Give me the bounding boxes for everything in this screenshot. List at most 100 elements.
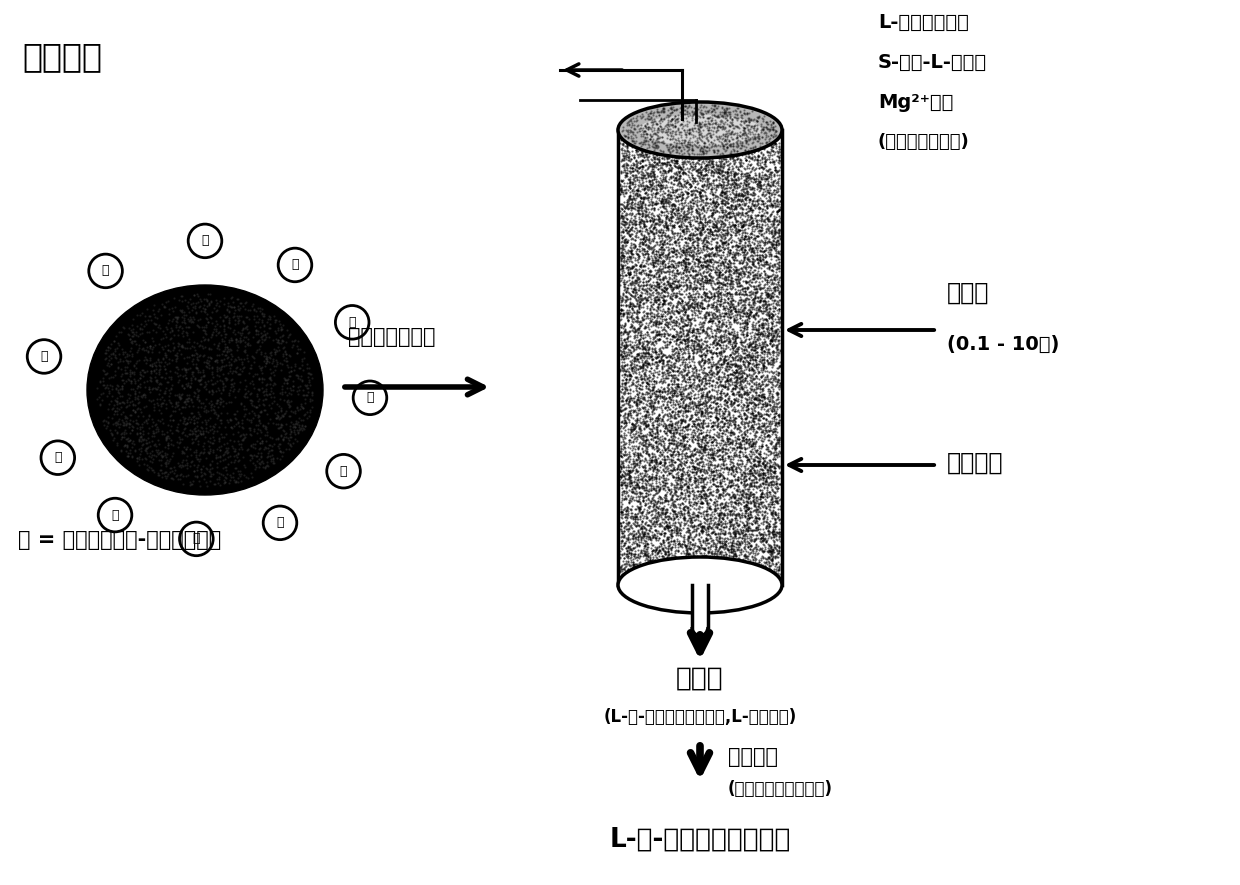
Point [651, 553, 671, 567]
Point [699, 291, 719, 305]
Point [764, 124, 784, 138]
Point [722, 150, 742, 164]
Point [675, 126, 694, 140]
Point [693, 266, 713, 280]
Point [703, 471, 723, 485]
Point [678, 547, 698, 561]
Point [728, 398, 748, 412]
Point [665, 109, 684, 123]
Point [614, 397, 634, 412]
Point [706, 323, 725, 337]
Point [701, 534, 720, 548]
Point [102, 357, 122, 371]
Point [224, 354, 244, 368]
Point [681, 206, 701, 220]
Point [715, 393, 735, 407]
Point [684, 460, 704, 474]
Point [751, 286, 771, 300]
Point [711, 219, 730, 234]
Point [691, 110, 711, 124]
Point [166, 395, 186, 409]
Point [613, 248, 632, 262]
Point [709, 268, 729, 282]
Point [629, 346, 649, 360]
Point [677, 366, 697, 381]
Point [748, 569, 768, 583]
Text: 酵 = 硒代半胱氨酸-硒甲基转移酵: 酵 = 硒代半胱氨酸-硒甲基转移酵 [19, 530, 221, 550]
Point [711, 101, 730, 115]
Point [758, 448, 777, 462]
Point [748, 255, 768, 269]
Point [725, 404, 745, 419]
Point [682, 243, 702, 258]
Point [729, 163, 749, 177]
Point [190, 383, 210, 397]
Point [737, 317, 756, 331]
Point [704, 122, 724, 136]
Point [740, 138, 760, 152]
Point [746, 128, 766, 142]
Point [709, 535, 729, 549]
Point [735, 319, 755, 333]
Point [750, 466, 770, 481]
Point [663, 115, 683, 129]
Point [755, 154, 775, 168]
Point [611, 181, 631, 196]
Point [673, 420, 693, 435]
Point [765, 507, 785, 521]
Point [754, 298, 774, 312]
Point [732, 523, 751, 537]
Point [689, 273, 709, 287]
Point [658, 251, 678, 266]
Point [629, 183, 649, 197]
Point [636, 212, 656, 227]
Point [746, 171, 766, 185]
Point [665, 129, 684, 143]
Point [651, 240, 671, 254]
Point [744, 349, 764, 363]
Point [740, 132, 760, 146]
Point [715, 527, 735, 541]
Point [754, 293, 774, 307]
Point [192, 421, 212, 435]
Point [627, 362, 647, 376]
Point [656, 371, 676, 385]
Point [745, 542, 765, 556]
Point [691, 441, 711, 455]
Point [653, 293, 673, 307]
Point [629, 292, 649, 306]
Point [629, 303, 649, 317]
Point [641, 133, 661, 147]
Point [753, 425, 773, 439]
Point [729, 224, 749, 238]
Point [749, 259, 769, 273]
Point [687, 141, 707, 155]
Point [226, 417, 246, 431]
Point [730, 376, 750, 390]
Point [625, 442, 645, 456]
Point [706, 295, 725, 309]
Point [706, 346, 725, 360]
Point [722, 399, 742, 413]
Point [738, 210, 758, 224]
Point [748, 131, 768, 145]
Point [713, 137, 733, 151]
Point [667, 227, 687, 241]
Point [625, 531, 645, 545]
Point [624, 435, 644, 450]
Point [663, 231, 683, 245]
Point [635, 189, 655, 204]
Point [619, 569, 639, 583]
Point [744, 183, 764, 197]
Point [631, 144, 651, 158]
Point [671, 125, 691, 139]
Point [756, 442, 776, 456]
Point [683, 250, 703, 264]
Point [646, 216, 666, 230]
Point [689, 566, 709, 580]
Point [665, 511, 684, 525]
Point [681, 380, 701, 394]
Point [611, 231, 631, 245]
Point [715, 307, 735, 321]
Point [697, 533, 717, 547]
